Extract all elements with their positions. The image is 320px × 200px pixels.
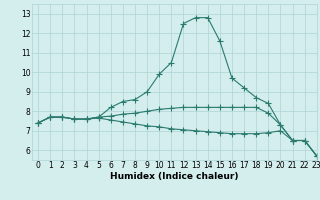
X-axis label: Humidex (Indice chaleur): Humidex (Indice chaleur): [110, 172, 239, 181]
